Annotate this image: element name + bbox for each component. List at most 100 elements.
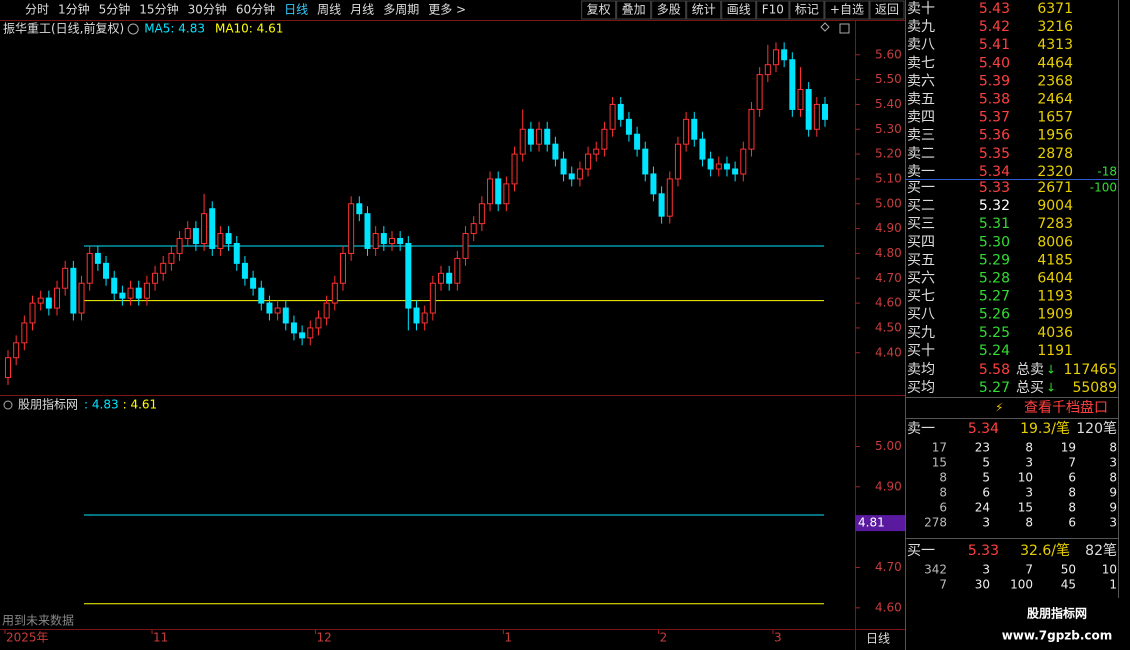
level-volume: 3216 bbox=[1037, 19, 1073, 35]
period-tab[interactable]: 日线 bbox=[284, 3, 308, 17]
candle-body bbox=[478, 203, 485, 225]
candle-body bbox=[691, 118, 698, 140]
action-button[interactable]: 返回 bbox=[875, 3, 899, 17]
box-icon[interactable] bbox=[839, 23, 850, 34]
dropdown-icon[interactable] bbox=[127, 23, 139, 35]
candle-body bbox=[356, 203, 363, 215]
action-button[interactable]: 统计 bbox=[692, 3, 716, 17]
queue-cell: 9 bbox=[1109, 501, 1117, 515]
level-volume: 4313 bbox=[1037, 37, 1073, 53]
queue-average: 19.3/笔 bbox=[1020, 421, 1070, 437]
candle-body bbox=[282, 307, 289, 324]
queue-price: 5.33 bbox=[968, 543, 999, 559]
queue-cell: 8 bbox=[939, 471, 947, 485]
action-button[interactable]: 多股 bbox=[657, 3, 681, 17]
period-tab[interactable]: 1分钟 bbox=[58, 2, 90, 17]
queue-cell: 7 bbox=[1025, 563, 1033, 577]
level-price: 5.29 bbox=[979, 252, 1010, 268]
action-button[interactable]: +自选 bbox=[830, 3, 864, 17]
level-price: 5.25 bbox=[979, 325, 1010, 341]
candle-body bbox=[127, 287, 134, 299]
candle-body bbox=[201, 213, 208, 244]
queue-cell: 6 bbox=[982, 486, 990, 500]
period-tab[interactable]: 15分钟 bbox=[139, 2, 178, 17]
candle-body bbox=[217, 233, 224, 249]
level-change: -100 bbox=[1090, 181, 1117, 195]
level-volume: 6404 bbox=[1037, 271, 1073, 287]
candle-body bbox=[756, 74, 763, 110]
period-tab[interactable]: 60分钟 bbox=[236, 2, 275, 17]
candle-body bbox=[487, 178, 494, 205]
action-button[interactable]: 复权 bbox=[587, 3, 611, 17]
queue-cell: 342 bbox=[924, 563, 947, 577]
queue-count: 82笔 bbox=[1085, 543, 1117, 559]
candle-body bbox=[331, 282, 338, 304]
queue-cell: 3 bbox=[1025, 486, 1033, 500]
candle-body bbox=[732, 168, 739, 175]
candle-body bbox=[797, 89, 804, 110]
queue-cell: 278 bbox=[924, 516, 947, 530]
level-label: 卖九 bbox=[907, 19, 935, 35]
queue-cell: 1 bbox=[1109, 578, 1117, 592]
queue-cell: 15 bbox=[932, 456, 947, 470]
y-tick-label: 4.40 bbox=[875, 345, 902, 359]
candle-body bbox=[348, 203, 355, 254]
level-price: 5.30 bbox=[979, 234, 1010, 250]
level-volume: 2368 bbox=[1037, 73, 1073, 89]
x-tick-label: 2025年 bbox=[6, 631, 49, 645]
summary-price: 5.58 bbox=[979, 362, 1010, 378]
candle-body bbox=[764, 64, 771, 76]
period-tab[interactable]: 30分钟 bbox=[188, 2, 227, 17]
y-tick-label: 4.80 bbox=[875, 246, 902, 260]
candle-body bbox=[421, 312, 428, 324]
y-tick-label: 5.60 bbox=[875, 47, 902, 61]
depth-link[interactable]: 查看千档盘口 bbox=[1024, 399, 1108, 416]
action-button[interactable]: 画线 bbox=[727, 3, 751, 17]
period-tab[interactable]: 多周期 bbox=[383, 3, 419, 17]
candle-body bbox=[388, 238, 395, 244]
action-button[interactable]: F10 bbox=[762, 3, 784, 17]
bolt-icon: ⚡ bbox=[995, 401, 1003, 415]
action-button[interactable]: 标记 bbox=[795, 3, 819, 17]
candle-body bbox=[135, 287, 142, 299]
level-label: 卖八 bbox=[907, 37, 935, 53]
period-tab[interactable]: 更多 > bbox=[428, 3, 466, 17]
action-button[interactable]: 叠加 bbox=[622, 3, 646, 17]
candle-body bbox=[111, 277, 118, 294]
candle-body bbox=[446, 272, 453, 284]
candle-body bbox=[813, 103, 820, 130]
level-price: 5.33 bbox=[979, 180, 1010, 196]
queue-cell: 7 bbox=[939, 578, 947, 592]
candle-body bbox=[86, 252, 93, 284]
candle-body bbox=[21, 322, 28, 344]
queue-cell: 6 bbox=[939, 501, 947, 515]
level-volume: 2320 bbox=[1037, 164, 1073, 180]
queue-cell: 3 bbox=[982, 563, 990, 577]
level-label: 卖十 bbox=[907, 1, 935, 17]
level-label: 买八 bbox=[907, 307, 935, 323]
period-tab[interactable]: 分时 bbox=[25, 3, 49, 17]
candle-body bbox=[772, 49, 779, 66]
candle-body bbox=[258, 287, 265, 304]
candle-body bbox=[266, 302, 273, 314]
diamond-icon[interactable] bbox=[820, 22, 830, 32]
candle-body bbox=[54, 287, 61, 309]
level-label: 买十 bbox=[907, 343, 935, 359]
period-tab[interactable]: 周线 bbox=[317, 3, 341, 17]
candle-body bbox=[438, 272, 445, 284]
candle-body bbox=[78, 282, 85, 314]
candle-body bbox=[748, 108, 755, 150]
period-tab[interactable]: 5分钟 bbox=[99, 2, 131, 17]
period-tab[interactable]: 月线 bbox=[350, 3, 374, 17]
level-price: 5.39 bbox=[979, 73, 1010, 89]
level-label: 卖七 bbox=[907, 55, 935, 71]
candle-body bbox=[233, 242, 240, 264]
action-button-frame bbox=[869, 0, 905, 20]
action-button-frame bbox=[616, 0, 652, 20]
summary-total: 55089 bbox=[1072, 380, 1117, 396]
candle-body bbox=[544, 128, 551, 145]
action-button-frame bbox=[686, 0, 722, 20]
queue-label: 卖一 bbox=[907, 421, 935, 437]
toggle-icon[interactable] bbox=[3, 400, 13, 410]
queue-cell: 15 bbox=[1018, 501, 1033, 515]
